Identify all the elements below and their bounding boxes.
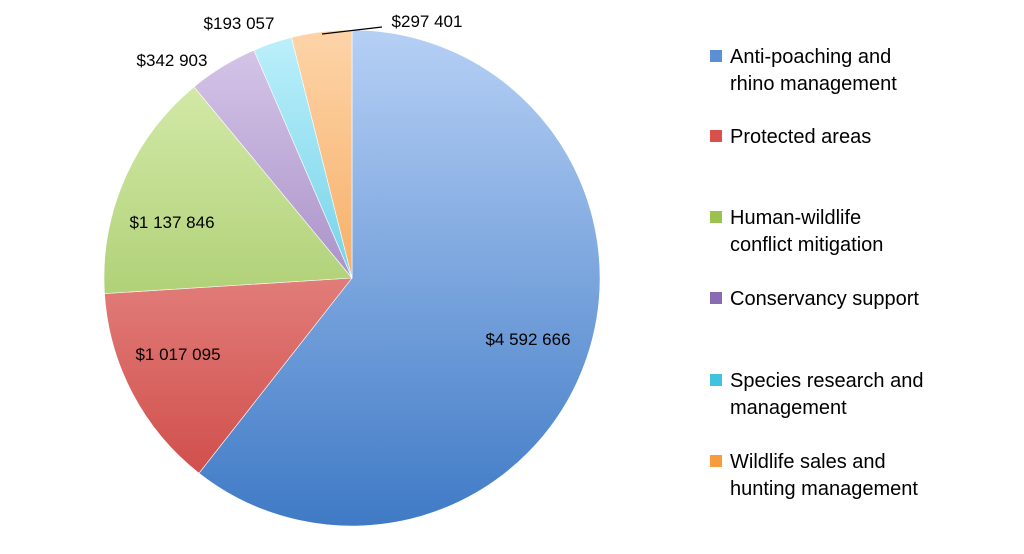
leader-line-wildlife-sales — [321, 26, 383, 35]
pie-slice-anti-poaching-and-rhino-management — [198, 29, 601, 527]
legend-swatch-wildlife-sales-and-hunting-management — [710, 455, 722, 467]
legend-swatch-species-research-and-management — [710, 374, 722, 386]
data-label-anti-poaching-and-rhino-management: $4 592 666 — [485, 330, 570, 349]
legend-label-species-research-and-management: Species research and management — [730, 370, 923, 419]
data-labels: $4 592 666 $1 017 095 $1 137 846 $342 903 $1… — [129, 12, 570, 364]
legend-swatch-human-wildlife-conflict-mitigation — [710, 211, 722, 223]
legend-swatch-anti-poaching-and-rhino-management — [710, 50, 722, 62]
pie-slices — [103, 29, 601, 527]
pie-slice-human-wildlife-conflict-mitigation — [103, 86, 353, 294]
legend-swatch-conservancy-support — [710, 292, 722, 304]
data-label-conservancy-support: $342 903 — [137, 51, 208, 70]
leader-lines — [321, 26, 383, 35]
legend-label-wildlife-sales-and-hunting-management: Wildlife sales and hunting management — [730, 451, 918, 500]
data-label-human-wildlife-conflict-mitigation: $1 137 846 — [129, 213, 214, 232]
legend-swatch-protected-areas — [710, 130, 722, 142]
legend-label-protected-areas: Protected areas — [730, 126, 871, 148]
legend-label-anti-poaching-and-rhino-management: Anti-poaching and rhino management — [730, 46, 897, 95]
pie-slice-protected-areas — [104, 277, 353, 474]
legend: Anti-poaching and rhino management Protect… — [710, 46, 923, 500]
data-label-protected-areas: $1 017 095 — [135, 345, 220, 364]
legend-label-conservancy-support: Conservancy support — [730, 288, 919, 310]
legend-label-human-wildlife-conflict-mitigation: Human-wildlife conflict mitigation — [730, 207, 883, 256]
data-label-wildlife-sales-and-hunting-management: $297 401 — [392, 12, 463, 31]
data-label-species-research-and-management: $193 057 — [204, 14, 275, 33]
